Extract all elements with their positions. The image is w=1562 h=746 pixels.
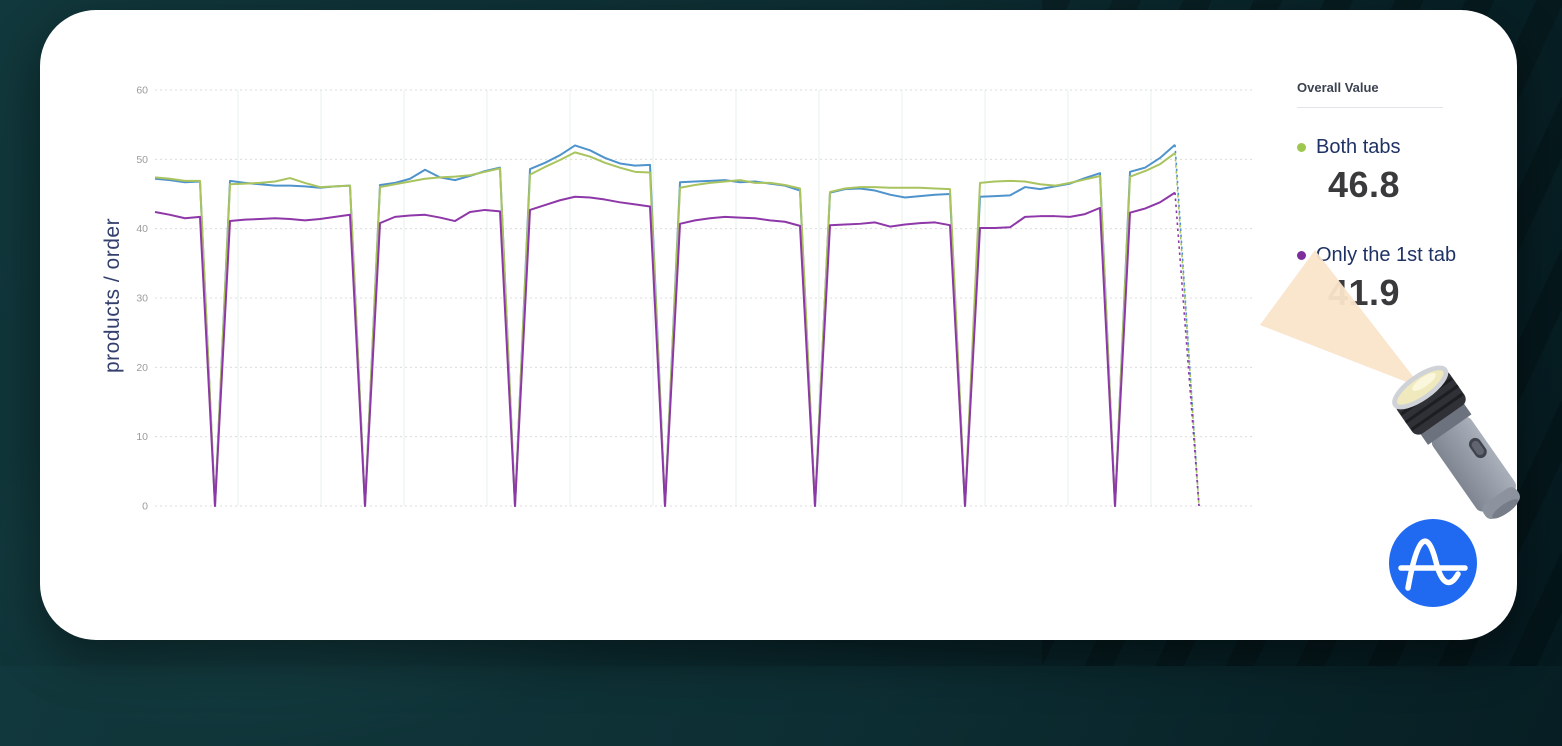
y-tick-label: 50 xyxy=(136,154,148,166)
legend-item-both-tabs[interactable]: Both tabs xyxy=(1297,136,1401,159)
series-line-0 xyxy=(154,144,1176,507)
purple-dot-icon xyxy=(1297,251,1306,260)
legend-item-value: 41.9 xyxy=(1328,272,1401,313)
legend-divider xyxy=(1297,107,1443,108)
legend-panel: Overall Value Both tabs 46.8 Only the 1s… xyxy=(1297,80,1497,313)
line-chart: 0 10 20 30 40 50 60 xyxy=(136,85,1252,513)
dashed-incomplete-segment xyxy=(1174,192,1200,507)
green-dot-icon xyxy=(1297,143,1306,152)
legend-item-label: Both tabs xyxy=(1316,136,1401,158)
y-tick-label: 30 xyxy=(136,293,148,305)
legend-title: Overall Value xyxy=(1297,80,1379,95)
dashed-incomplete-segment xyxy=(1174,153,1200,507)
y-tick-label: 20 xyxy=(136,362,148,374)
series-line-1 xyxy=(154,151,1176,507)
y-tick-label: 40 xyxy=(136,223,148,235)
legend-item-label: Only the 1st tab xyxy=(1316,244,1457,266)
dashboard-card: products / order 0 10 20 30 40 50 60 Overall V… xyxy=(40,10,1520,640)
series-line-2 xyxy=(154,191,1176,507)
y-tick-label: 0 xyxy=(142,501,148,513)
legend-item-only-1st-tab[interactable]: Only the 1st tab xyxy=(1297,244,1456,267)
legend-item-value: 46.8 xyxy=(1328,164,1401,205)
y-tick-label: 60 xyxy=(136,85,148,97)
y-tick-label: 10 xyxy=(136,431,148,443)
amplitude-logo-icon xyxy=(1389,519,1477,607)
